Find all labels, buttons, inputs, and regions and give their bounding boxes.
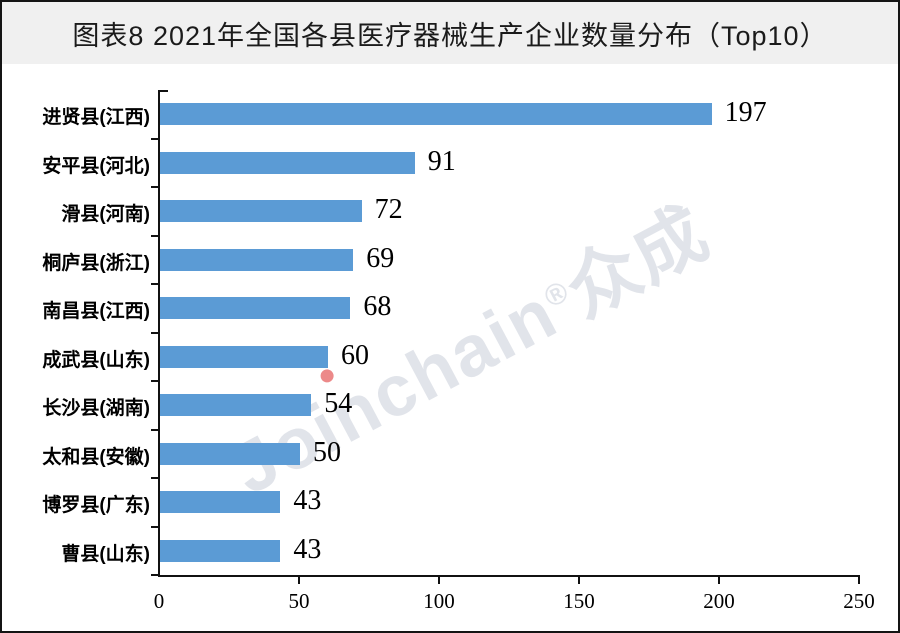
x-tick-label: 200 [703,589,735,613]
watermark-cjk: 众成 [553,191,722,332]
registered-mark-icon: ® [538,273,576,315]
y-axis-tick [158,90,168,92]
x-tick-label: 0 [153,589,165,613]
bar [160,345,328,368]
x-axis-line [158,575,860,577]
value-label: 60 [341,339,369,371]
bar [160,394,312,417]
x-tick-label: 100 [423,589,455,613]
value-label: 72 [374,194,403,226]
y-axis-line [158,90,160,575]
category-label: 长沙县(湖南) [42,398,150,420]
category-label: 博罗县(广东) [42,495,150,517]
chart-title: 图表8 2021年全国各县医疗器械生产企业数量分布（Top10） [72,20,828,51]
y-axis-tick [151,380,158,382]
plot-area: Joinchain®众成 进贤县(江西) 197 安平县(河北) 91 滑县(河南) 72… [2,64,898,631]
y-axis-tick [151,574,158,576]
watermark-red-dot-icon [317,366,336,385]
value-label: 43 [293,485,322,517]
category-label: 太和县(安徽) [42,446,150,468]
category-label: 滑县(河南) [61,204,150,226]
x-tick-label: 250 [843,589,875,613]
value-label: 69 [366,242,395,274]
value-label: 43 [293,533,322,565]
x-tick-label: 50 [288,589,310,613]
bar [160,442,300,465]
y-axis-tick [151,477,158,479]
bar [160,151,415,174]
x-axis-tick [298,577,300,584]
x-axis-tick [718,577,720,584]
bar [160,248,354,271]
value-label: 197 [724,97,767,129]
y-axis-tick [151,186,158,188]
value-label: 50 [313,436,341,468]
category-label: 安平县(河北) [42,155,150,177]
category-label: 桐庐县(浙江) [42,252,150,274]
x-tick-label: 150 [563,589,595,613]
category-label: 成武县(山东) [42,349,150,371]
x-axis-tick [438,577,440,584]
y-axis-tick [151,331,158,334]
title-band: 图表8 2021年全国各县医疗器械生产企业数量分布（Top10） [2,2,898,64]
bar [160,297,351,320]
category-label: 南昌县(江西) [42,301,150,323]
x-axis-tick [578,577,580,584]
y-axis-tick [151,137,158,140]
category-label: 曹县(山东) [61,543,150,565]
bar [160,103,712,126]
value-label: 91 [427,145,456,177]
value-label: 68 [363,291,392,323]
y-axis-tick [151,428,158,431]
bar [160,491,281,514]
value-label: 54 [324,388,353,420]
bar [160,539,281,562]
category-label: 进贤县(江西) [42,107,150,129]
y-axis-tick [151,234,158,237]
y-axis-tick [151,525,158,528]
y-axis-tick [151,283,158,285]
bar [160,200,362,223]
x-axis-tick [858,577,860,584]
